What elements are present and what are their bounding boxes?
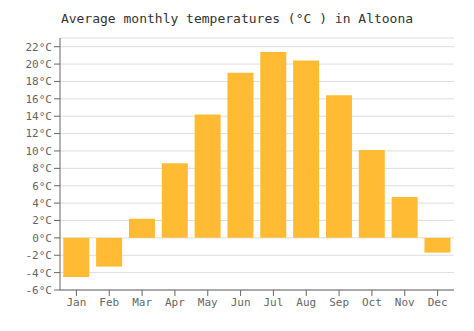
svg-text:12°C: 12°C — [26, 127, 53, 140]
svg-text:4°C: 4°C — [32, 197, 52, 210]
svg-text:-4°C: -4°C — [26, 267, 53, 280]
svg-text:8°C: 8°C — [32, 162, 52, 175]
svg-text:2°C: 2°C — [32, 214, 52, 227]
svg-text:-2°C: -2°C — [26, 249, 53, 262]
svg-text:Apr: Apr — [165, 296, 185, 309]
svg-text:Mar: Mar — [132, 296, 152, 309]
svg-text:16°C: 16°C — [26, 93, 53, 106]
svg-text:Feb: Feb — [99, 296, 119, 309]
svg-text:14°C: 14°C — [26, 110, 53, 123]
svg-text:6°C: 6°C — [32, 180, 52, 193]
svg-text:Sep: Sep — [329, 296, 349, 309]
svg-text:Jul: Jul — [263, 296, 283, 309]
svg-text:0°C: 0°C — [32, 232, 52, 245]
svg-text:10°C: 10°C — [26, 145, 53, 158]
svg-text:Aug: Aug — [296, 296, 316, 309]
svg-text:Oct: Oct — [362, 296, 382, 309]
svg-text:Nov: Nov — [395, 296, 415, 309]
svg-text:May: May — [198, 296, 218, 309]
html-text:Average monthly temperatures (: Average monthly temperatures (°C ) in Al… — [60, 11, 414, 26]
svg-text:20°C: 20°C — [26, 58, 53, 71]
svg-text:22°C: 22°C — [26, 41, 53, 54]
svg-text:Jun: Jun — [231, 296, 251, 309]
svg-text:Jan: Jan — [66, 296, 86, 309]
svg-text:-6°C: -6°C — [26, 284, 53, 297]
svg-text:Dec: Dec — [428, 296, 448, 309]
svg-text:18°C: 18°C — [26, 75, 53, 88]
